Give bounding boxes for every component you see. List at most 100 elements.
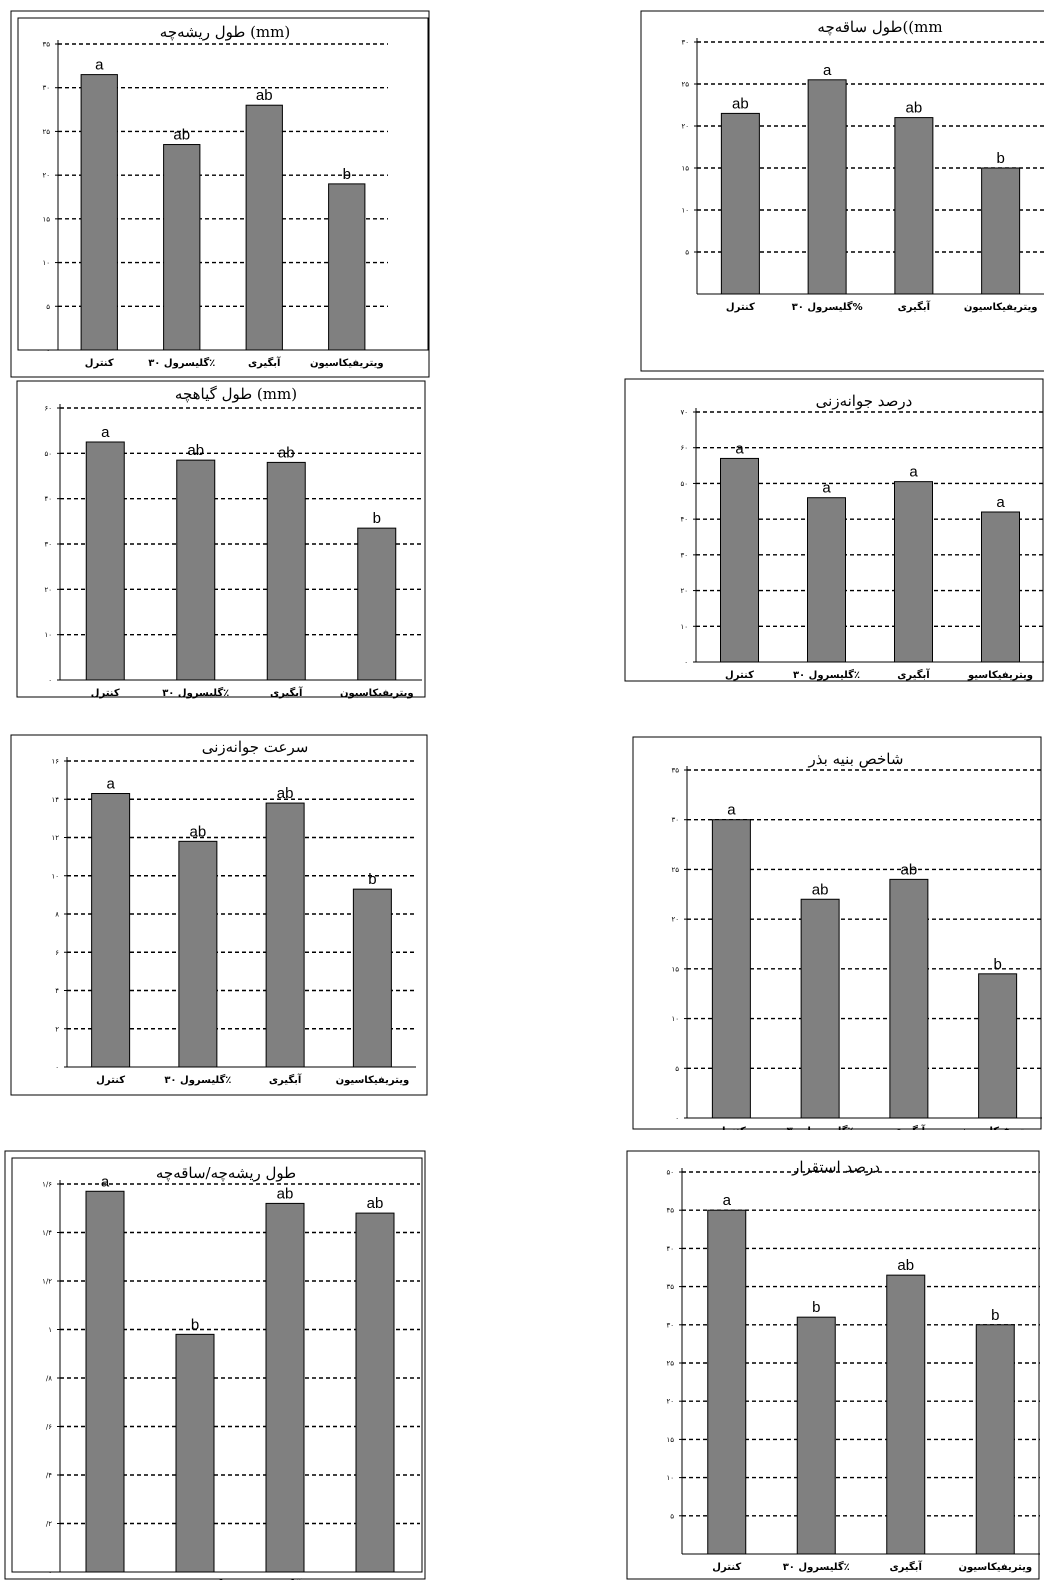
x-category-label: گلیسرول ۳۰٪ [793,668,860,681]
significance-letter: ab [906,100,923,117]
x-category-label: کنترل [96,1075,125,1086]
bar [266,461,306,681]
bar [978,973,1018,1119]
y-tick-label: ۲۰ [42,172,50,180]
y-tick-label: ۱۰ [42,259,50,267]
bar [352,888,392,1068]
y-tick-label: ۳۰ [671,816,679,824]
significance-letter: a [101,1173,110,1190]
bar [176,459,216,681]
bar [975,1324,1015,1555]
significance-letter: ab [277,1185,294,1202]
chart-frame [10,10,430,378]
x-category-label: ویتریفیکاسیو [967,670,1033,681]
chart-frame [624,378,1044,682]
y-tick-label: ۱/۴ [42,1229,52,1237]
significance-letter: ab [732,95,749,112]
x-category-label: آبگیری [269,1073,302,1086]
bar [807,497,846,663]
chart-frame [4,1150,426,1580]
y-tick-label: ۱۵ [42,215,50,223]
y-tick-label: ۳۰ [666,1321,674,1329]
y-tick-label: /۸ [46,1375,52,1383]
bar [981,167,1021,295]
bar [894,117,934,295]
significance-letter: a [823,62,832,79]
significance-letter: b [368,871,376,888]
y-tick-label: /۲ [46,1520,52,1528]
chart-title: درصد استقرار [791,1158,880,1176]
chart-root-shoot-ratio: طول ریشه‌چه/ساقه‌چه ababab۰/۲/۴/۶/۸۱۱/۲۱… [4,1150,426,1580]
bar [355,1212,395,1573]
x-category-label: آبگیری [270,686,303,699]
y-tick-label: ۱۰ [51,872,59,880]
bar [711,819,751,1119]
y-tick-label: ۰ [46,347,50,355]
significance-letter: b [993,956,1001,973]
y-tick-label: ۱/۲ [42,1278,52,1286]
y-tick-label: ۱۵ [681,165,689,173]
chart-radicle-length: طول ریشه‌چه (mm) a ab ab b ۰ ۵ ۱۰ ۱۵ ۲۰ ۲۵ ۳۰ ۳۵ کنت… [10,10,430,378]
significance-letter: a [822,480,831,497]
y-tick-label: ۵ [675,1065,679,1073]
chart-title: طول ساقه‌چه((mm [817,18,942,36]
y-tick-label: ۱۰ [680,623,688,631]
chart-frame [626,1150,1040,1580]
y-tick-label: ۲۵ [666,1360,674,1368]
chart-germination-percentage: درصد جوانه‌زنی a a a a ۰ ۱۰ ۲۰ ۳۰ ۴۰ ۵۰ ۶۰ ۷۰ کنترل گ… [624,378,1044,682]
x-category-label: گلیسرول ۳۰٪ [787,1124,854,1130]
y-tick-label: ۳۰ [681,39,689,47]
bar [85,441,125,681]
y-tick-label: ۱۶ [51,758,59,766]
significance-letter: ab [367,1195,384,1212]
significance-letter: a [101,424,110,441]
y-tick-label: /۴ [46,1472,52,1480]
y-tick-label: ۵ [670,1512,674,1520]
x-category-label: ویتریفیکاسیون [958,1562,1032,1573]
chart-title: طول ریشه‌چه/ساقه‌چه [156,1164,296,1182]
significance-letter: ab [901,861,918,878]
x-category-label: گلیسرول ۳۰% [792,300,863,313]
y-tick-label: ۶۰ [680,444,688,452]
x-category-label: گلیسرول ۳۰٪ [148,356,215,369]
x-category-label: گلیسرول ۳۰٪ [162,686,229,699]
y-tick-label: ۴۰ [680,516,688,524]
x-category-label: ویتریفیکاسیون [340,688,414,699]
y-tick-label: ۰ [55,1064,59,1072]
y-tick-label: ۵۰ [44,450,52,458]
y-tick-label: ۰ [48,677,52,685]
significance-letter: ab [277,785,294,802]
y-tick-label: ۳۵ [671,767,679,775]
bar [85,1190,125,1573]
significance-letter: a [727,802,736,819]
chart-title: سرعت جوانه‌زنی [202,738,309,756]
significance-letter: ab [187,442,204,459]
bar [91,793,131,1068]
x-category-label: کنترل [725,670,754,681]
bar [163,144,201,351]
significance-letter: a [909,464,918,481]
significance-letter: a [106,776,115,793]
bar [894,481,933,663]
chart-title: درصد جوانه‌زنی [816,392,913,410]
y-tick-label: ۰ [48,1569,52,1577]
y-tick-label: ۵ [685,249,689,257]
y-tick-label: ۱۵ [671,965,679,973]
x-category-label: آبگیری [890,1560,923,1573]
significance-letter: b [812,1299,820,1316]
y-tick-label: ۳۵ [666,1283,674,1291]
chart-germination-rate: سرعت جوانه‌زنی a ab ab b ۰ ۲ ۴ ۶ ۸ ۱۰ ۱۲ ۱۴ ۱۶ کنترل گ… [10,734,428,1096]
y-tick-label: ۱۲ [51,834,59,842]
x-category-label: آبگیری [893,1124,926,1130]
y-tick-label: ۱۰ [666,1474,674,1482]
bar [886,1274,926,1555]
y-tick-label: ۴ [55,987,59,995]
y-tick-label: ۳۰ [680,551,688,559]
significance-letter: b [373,510,381,527]
chart-seed-vigor-index: شاخص بنیه بذر a ab ab b ۰ ۵ ۱۰ ۱۵ ۲۰ ۲۵ ۳۰ ۳۵ کنترل گ… [632,736,1042,1130]
y-tick-label: ۱۵ [666,1436,674,1444]
bar [720,457,759,663]
y-tick-label: ۵۰ [666,1169,674,1177]
x-category-label: ویتریفیکاسیون [336,1075,410,1086]
x-category-label: آبگیری [248,356,281,369]
